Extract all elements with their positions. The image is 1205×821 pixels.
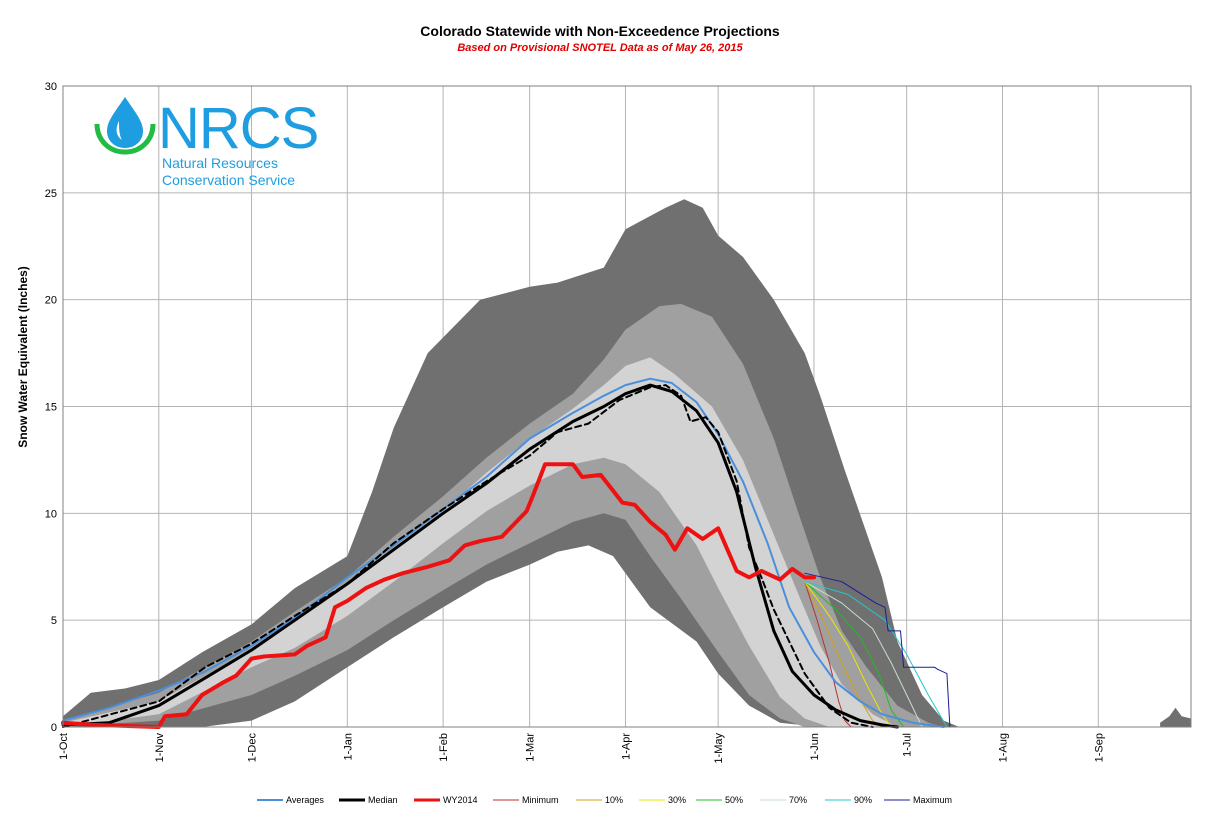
y-tick-label: 20	[45, 295, 57, 307]
x-tick-label: 1-Mar	[525, 733, 537, 762]
legend-item: 70%	[760, 795, 807, 805]
y-axis-label: Snow Water Equivalent (Inches)	[16, 266, 30, 448]
legend-item: Median	[339, 795, 398, 805]
legend-label: Averages	[286, 795, 324, 805]
legend-label: Minimum	[522, 795, 559, 805]
axis-ticks: 0 5 10 15 20 25 30 1-Oct 1-Nov 1-Dec 1-Jan 1-Feb 1-M…	[45, 81, 1106, 764]
series-averages	[62, 377, 945, 728]
x-tick-label: 1-Oct	[58, 733, 70, 760]
y-tick-label: 30	[45, 81, 57, 93]
legend-item: Maximum	[884, 795, 952, 805]
legend-label: 90%	[854, 795, 872, 805]
legend-label: 10%	[605, 795, 623, 805]
series-30-	[804, 581, 892, 728]
y-tick-label: 5	[51, 615, 57, 627]
series-wy2014	[61, 462, 816, 729]
legend-label: 30%	[668, 795, 686, 805]
x-tick-label: 1-Dec	[247, 733, 259, 763]
band-1	[63, 303, 944, 727]
nrcs-logo: NRCS Natural Resources Conservation Serv…	[94, 96, 319, 188]
logo-acronym: NRCS	[158, 96, 318, 161]
legend-item: 90%	[825, 795, 872, 805]
legend-label: WY2014	[443, 795, 478, 805]
y-tick-label: 15	[45, 402, 57, 414]
series-minimum	[804, 581, 852, 728]
plot-frame	[62, 85, 1192, 728]
y-tick-label: 25	[45, 188, 57, 200]
x-tick-label: 1-Nov	[154, 733, 166, 763]
legend-item: WY2014	[414, 795, 478, 805]
legend-label: Median	[368, 795, 398, 805]
legend: Averages Median WY2014 Minimum 10% 30% 50% 70% 9…	[257, 795, 952, 805]
series-70-	[804, 581, 923, 728]
legend-item: Averages	[257, 795, 324, 805]
legend-item: Minimum	[493, 795, 559, 805]
logo-line-2: Conservation Service	[162, 172, 295, 188]
legend-item: 10%	[576, 795, 623, 805]
x-tick-label: 1-Jun	[809, 733, 821, 761]
series	[61, 377, 1192, 729]
chart-title: Colorado Statewide with Non-Exceedence P…	[420, 23, 780, 39]
series-90-	[804, 581, 948, 728]
september-fringe	[1160, 707, 1191, 727]
series-maximum	[804, 572, 1192, 728]
chart-subtitle: Based on Provisional SNOTEL Data as of M…	[457, 42, 743, 54]
legend-label: Maximum	[913, 795, 952, 805]
band-2	[63, 357, 898, 727]
x-tick-label: 1-Jul	[902, 733, 914, 757]
legend-item: 50%	[696, 795, 743, 805]
x-tick-label: 1-Aug	[998, 733, 1010, 762]
x-tick-label: 1-May	[713, 733, 725, 764]
y-tick-label: 10	[45, 508, 57, 520]
legend-item: 30%	[639, 795, 686, 805]
logo-line-1: Natural Resources	[162, 155, 278, 171]
legend-label: 50%	[725, 795, 743, 805]
water-drop-icon	[94, 97, 156, 155]
x-tick-label: 1-Feb	[438, 733, 450, 762]
x-tick-label: 1-Sep	[1093, 733, 1105, 762]
series-10-	[804, 581, 883, 728]
x-tick-label: 1-Jan	[342, 733, 354, 761]
series-median	[61, 383, 899, 729]
series-50-	[804, 581, 905, 728]
legend-label: 70%	[789, 795, 807, 805]
y-tick-label: 0	[51, 722, 57, 734]
x-tick-label: 1-Apr	[621, 733, 633, 760]
